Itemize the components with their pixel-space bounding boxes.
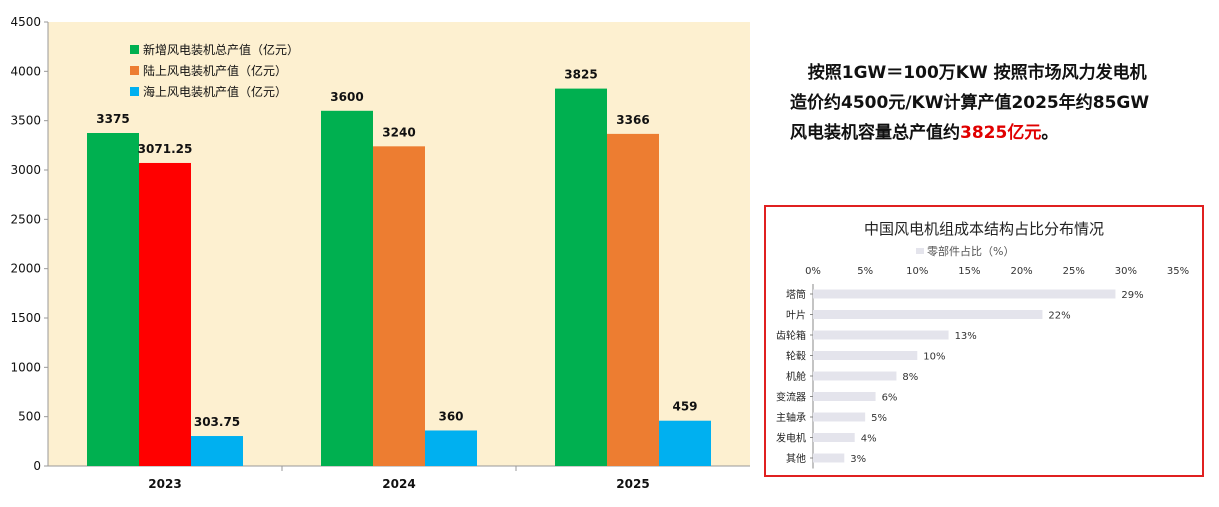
cost-legend-label: 零部件占比（%） [927, 244, 1014, 258]
bar [425, 430, 477, 466]
cost-category-label: 叶片 [786, 309, 806, 322]
cost-category-label: 其他 [786, 452, 806, 465]
data-label: 3366 [616, 113, 649, 127]
cost-value-label: 10% [923, 352, 945, 363]
side-note: 按照1GW＝100万KW 按照市场风力发电机 造价约4500元/KW计算产值20… [790, 58, 1210, 148]
cost-chart-title: 中国风电机组成本结构占比分布情况 [864, 220, 1104, 238]
x-tick-label: 2025 [616, 477, 649, 491]
legend-swatch [130, 45, 139, 54]
data-label: 3240 [382, 125, 415, 139]
cost-bar [813, 371, 897, 381]
cost-category-label: 齿轮箱 [776, 329, 806, 342]
cost-bar [813, 453, 845, 463]
cost-value-label: 13% [955, 331, 977, 342]
bar [139, 162, 191, 466]
cost-category-label: 塔筒 [786, 288, 806, 301]
y-tick-label: 1500 [10, 311, 41, 325]
x-tick-label: 2023 [148, 477, 181, 491]
side-note-line-1: 按照1GW＝100万KW 按照市场风力发电机 [807, 63, 1147, 83]
legend-label: 陆上风电装机产值（亿元） [143, 63, 287, 78]
cost-value-label: 5% [871, 413, 887, 424]
bar [659, 420, 711, 466]
bar [555, 88, 607, 466]
cost-bar [813, 412, 866, 422]
bar [607, 133, 659, 466]
highlight-value: 3825亿元 [960, 123, 1042, 143]
cost-value-label: 8% [902, 372, 918, 383]
y-tick-label: 2000 [10, 262, 41, 276]
bar [191, 436, 243, 466]
cost-x-tick-label: 25% [1063, 266, 1085, 277]
cost-bar [813, 330, 949, 340]
cost-legend-swatch [916, 248, 924, 254]
data-label: 3375 [96, 112, 129, 126]
cost-x-tick-label: 0% [805, 266, 821, 277]
y-tick-label: 4500 [10, 15, 41, 29]
side-note-line-3: 风电装机容量总产值约3825亿元。 [790, 123, 1059, 143]
cost-bar [813, 433, 855, 442]
data-label: 3600 [330, 90, 363, 104]
x-tick-label: 2024 [382, 477, 415, 491]
y-tick-label: 500 [18, 410, 41, 424]
cost-category-label: 轮毂 [786, 350, 806, 363]
data-label: 3071.25 [138, 142, 193, 156]
cost-x-tick-label: 35% [1167, 266, 1189, 277]
data-label: 360 [438, 409, 463, 423]
cost-category-label: 主轴承 [776, 411, 806, 424]
y-tick-label: 1000 [10, 360, 41, 374]
cost-value-label: 4% [861, 434, 877, 445]
data-label: 303.75 [194, 415, 240, 429]
data-label: 3825 [564, 68, 597, 82]
y-tick-label: 0 [33, 459, 41, 473]
legend-swatch [130, 87, 139, 96]
cost-value-label: 29% [1121, 290, 1143, 301]
cost-value-label: 6% [882, 393, 898, 404]
cost-bar [813, 351, 918, 360]
cost-bar [813, 310, 1043, 319]
cost-category-label: 变流器 [776, 391, 806, 404]
bar [87, 133, 139, 466]
y-tick-label: 4000 [10, 64, 41, 78]
y-tick-label: 3500 [10, 114, 41, 128]
legend-label: 海上风电装机产值（亿元） [143, 84, 287, 99]
cost-x-tick-label: 15% [958, 266, 980, 277]
legend-label: 新增风电装机总产值（亿元） [143, 42, 299, 57]
cost-x-tick-label: 30% [1115, 266, 1137, 277]
bar [373, 146, 425, 466]
cost-structure-panel: 中国风电机组成本结构占比分布情况零部件占比（%） 0% 5% 10% 15% 20% 25%… [764, 205, 1204, 477]
cost-category-label: 机舱 [786, 370, 806, 383]
side-note-line-2: 造价约4500元/KW计算产值2025年约85GW [790, 93, 1150, 113]
cost-x-tick-label: 5% [857, 266, 873, 277]
y-tick-label: 2500 [10, 212, 41, 226]
cost-x-tick-label: 20% [1010, 266, 1032, 277]
cost-category-label: 发电机 [776, 432, 806, 445]
cost-bar [813, 392, 876, 401]
bar [321, 110, 373, 467]
main-bar-chart: 0 500 1000 1500 2000 2500 3000 3500 4000 4500 3375… [10, 15, 750, 491]
cost-value-label: 3% [850, 454, 866, 465]
cost-bar [813, 289, 1116, 299]
data-label: 459 [672, 400, 697, 414]
legend-swatch [130, 66, 139, 75]
y-tick-label: 3000 [10, 163, 41, 177]
cost-x-tick-label: 10% [906, 266, 928, 277]
cost-value-label: 22% [1048, 311, 1070, 322]
